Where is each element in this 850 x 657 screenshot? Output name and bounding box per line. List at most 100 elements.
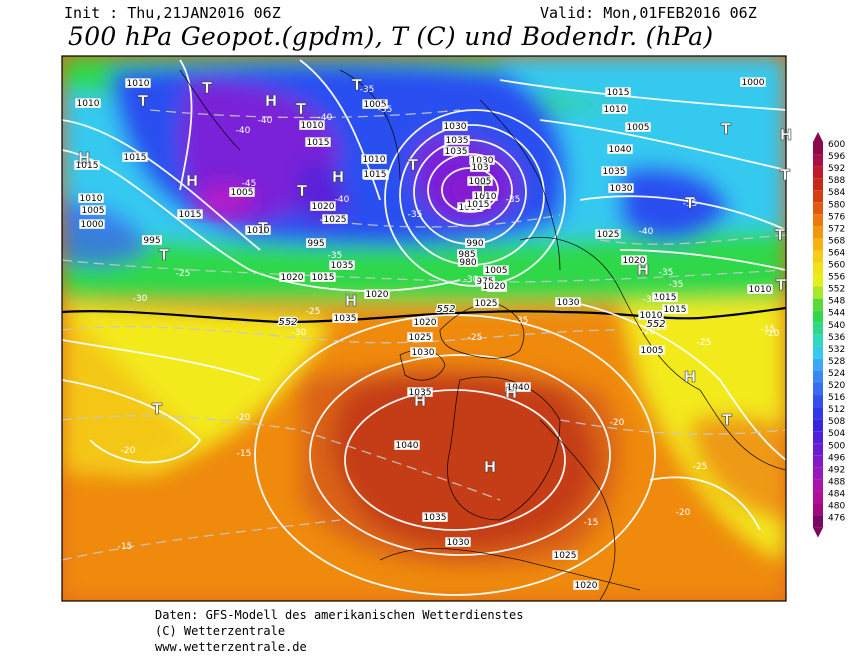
low-pressure-marker: T — [296, 100, 308, 119]
legend-swatch: 540 — [813, 321, 845, 335]
color-field — [62, 56, 786, 601]
svg-text:572: 572 — [828, 224, 845, 234]
svg-text:995: 995 — [143, 236, 160, 246]
legend-swatch: 560 — [813, 261, 845, 275]
isobar-label: 1015 — [122, 152, 148, 163]
isobar-label: 1040 — [394, 440, 420, 451]
svg-text:-40: -40 — [335, 195, 350, 205]
legend-swatch: 556 — [813, 273, 845, 287]
legend-swatch: 508 — [813, 417, 845, 432]
svg-text:1030: 1030 — [557, 298, 580, 308]
footer-data-source: Daten: GFS-Modell des amerikanischen Wet… — [155, 608, 524, 622]
high-pressure-marker: H — [344, 292, 358, 311]
svg-text:H: H — [505, 384, 518, 402]
svg-text:1010: 1010 — [301, 121, 324, 131]
svg-text:-35: -35 — [506, 195, 521, 205]
legend-swatch: 532 — [813, 345, 845, 359]
isobar-label: 1015 — [177, 209, 203, 220]
svg-text:552: 552 — [646, 319, 665, 330]
svg-text:H: H — [684, 368, 697, 386]
svg-text:-35: -35 — [514, 316, 529, 326]
valid-time: Valid: Mon,01FEB2016 06Z — [540, 4, 757, 22]
svg-text:990: 990 — [466, 239, 483, 249]
svg-text:1005: 1005 — [627, 123, 650, 133]
temperature-label: -25 — [468, 333, 483, 343]
svg-text:584: 584 — [828, 188, 845, 198]
svg-text:480: 480 — [828, 502, 845, 512]
high-pressure-marker: H — [683, 368, 697, 387]
low-pressure-marker: T — [721, 120, 733, 139]
svg-text:H: H — [345, 292, 358, 310]
isobar-label: 1020 — [364, 289, 390, 300]
isobar-label: 1040 — [607, 144, 633, 155]
legend-swatch: 588 — [813, 176, 845, 191]
isobar-label: 1030 — [445, 537, 471, 548]
high-pressure-marker: H — [483, 458, 496, 477]
high-pressure-marker: H — [504, 384, 518, 403]
low-pressure-marker: T — [297, 182, 309, 201]
isobar-label: 1010 — [747, 284, 773, 295]
legend-swatch: 520 — [813, 381, 845, 396]
svg-text:1020: 1020 — [281, 273, 304, 283]
svg-text:1030: 1030 — [444, 122, 467, 132]
high-pressure-marker: H — [77, 149, 90, 168]
svg-text:1010: 1010 — [474, 192, 497, 202]
temperature-label: -15 — [761, 325, 776, 335]
isobar-label: 1000 — [79, 219, 105, 230]
legend-swatch: 576 — [813, 212, 845, 227]
low-pressure-marker: T — [138, 92, 150, 111]
svg-text:-20: -20 — [121, 446, 136, 456]
svg-text:-40: -40 — [639, 227, 654, 237]
svg-text:1000: 1000 — [81, 220, 104, 230]
svg-text:1035: 1035 — [424, 513, 447, 523]
legend-swatch: 548 — [813, 297, 845, 311]
svg-text:1005: 1005 — [364, 100, 387, 110]
svg-text:1010: 1010 — [77, 99, 100, 109]
svg-text:1035: 1035 — [603, 167, 626, 177]
isobar-label: 1005 — [639, 345, 665, 356]
svg-text:-35: -35 — [683, 199, 698, 209]
isobar-label: 1035 — [443, 146, 469, 157]
svg-text:588: 588 — [828, 176, 845, 186]
legend-swatch: 584 — [813, 188, 845, 203]
temperature-label: -35 — [360, 85, 375, 95]
geopotential-label: 552 — [645, 318, 667, 332]
isobar-label: 995 — [306, 238, 326, 249]
svg-text:1025: 1025 — [554, 551, 577, 561]
legend-swatch: 480 — [813, 502, 845, 516]
isobar-label: 1015 — [662, 304, 688, 315]
svg-text:-25: -25 — [468, 333, 483, 343]
svg-text:1005: 1005 — [641, 346, 664, 356]
isobar-label: 1010 — [472, 191, 498, 202]
legend-swatch: 484 — [813, 489, 845, 504]
isobar-label: 1020 — [279, 272, 305, 283]
isobar-label: 1005 — [229, 187, 255, 198]
isobar-label: 1020 — [573, 580, 599, 591]
init-time: Init : Thu,21JAN2016 06Z — [64, 4, 281, 22]
low-pressure-marker: T — [685, 194, 697, 213]
svg-text:1040: 1040 — [609, 145, 632, 155]
legend-swatch: 504 — [813, 429, 845, 444]
low-pressure-marker: T — [408, 156, 420, 175]
legend-swatch: 544 — [813, 309, 845, 323]
svg-text:1005: 1005 — [485, 266, 508, 276]
svg-text:985: 985 — [458, 250, 475, 260]
temperature-label: -40 — [258, 116, 273, 126]
svg-text:-35: -35 — [408, 210, 423, 220]
svg-text:-15: -15 — [584, 518, 599, 528]
svg-text:576: 576 — [828, 212, 845, 222]
isobar-label: 1010 — [638, 310, 664, 321]
isobar-label: 1020 — [481, 281, 507, 292]
isobar-label: 1010 — [75, 98, 101, 109]
svg-text:-35: -35 — [669, 280, 684, 290]
svg-text:H: H — [186, 172, 199, 190]
svg-text:512: 512 — [828, 405, 845, 415]
legend-swatch: 572 — [813, 224, 845, 239]
svg-text:-25: -25 — [693, 462, 708, 472]
high-pressure-marker: H — [264, 92, 277, 111]
svg-text:1010: 1010 — [247, 226, 270, 236]
isobar-label: 1015 — [652, 292, 678, 303]
svg-text:516: 516 — [828, 393, 845, 403]
svg-text:1015: 1015 — [607, 88, 630, 98]
svg-text:T: T — [202, 79, 213, 97]
